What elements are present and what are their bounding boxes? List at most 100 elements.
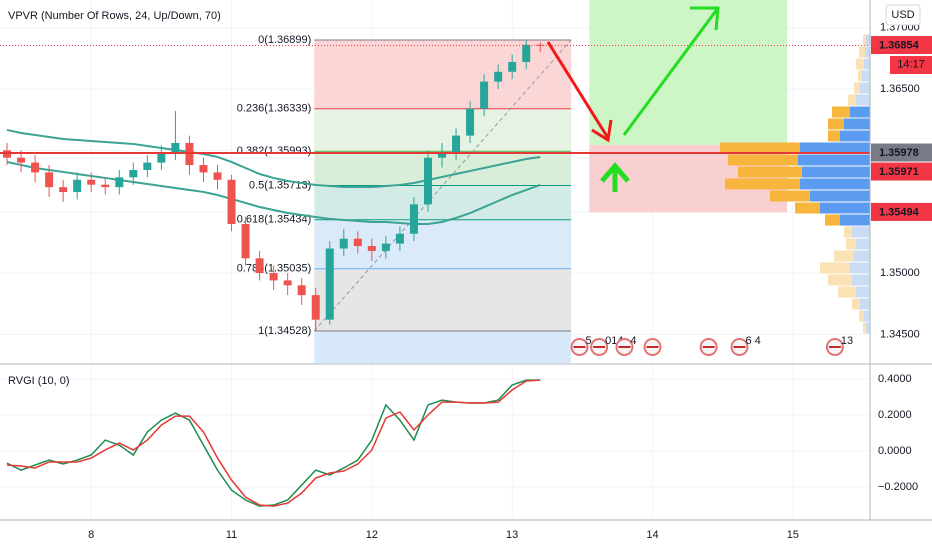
y-tick-label: 0.4000 xyxy=(878,373,912,385)
price-label-box xyxy=(871,162,932,181)
profile-down xyxy=(832,106,850,118)
candle-body xyxy=(199,165,208,173)
moving-line xyxy=(6,128,541,189)
y-tick-label: 0.0000 xyxy=(878,445,912,457)
profile-down xyxy=(720,142,800,154)
profile-down xyxy=(846,238,856,250)
profile-down xyxy=(770,190,810,202)
profile-up xyxy=(820,202,870,214)
profile-down xyxy=(859,310,864,322)
candle-body xyxy=(466,108,475,136)
profile-up xyxy=(844,118,870,130)
profile-up xyxy=(850,106,870,118)
profile-up xyxy=(840,130,870,142)
event-label: 4 xyxy=(630,335,636,347)
profile-up xyxy=(864,310,870,322)
profile-up xyxy=(840,214,870,226)
red-arrow-head xyxy=(591,119,613,143)
green-up-arrow-head xyxy=(600,162,630,183)
profile-down xyxy=(828,274,852,286)
position-target xyxy=(589,0,788,145)
fib-label: 1(1.34528) xyxy=(258,325,311,337)
y-tick-label: 1.35000 xyxy=(880,267,920,279)
profile-down xyxy=(725,178,800,190)
fib-zone xyxy=(314,268,572,331)
candle-body xyxy=(522,44,531,62)
profile-up xyxy=(802,166,870,178)
candle-body xyxy=(480,81,489,109)
countdown: 14:17 xyxy=(897,58,925,70)
profile-down xyxy=(863,322,866,334)
profile-down xyxy=(848,94,856,106)
profile-down xyxy=(856,58,864,70)
green-arrow-head xyxy=(690,6,720,31)
candle-body xyxy=(423,157,432,205)
x-tick-label: 14 xyxy=(646,529,658,541)
profile-down xyxy=(820,262,850,274)
profile-up xyxy=(856,94,870,106)
event-label: 5 xyxy=(586,335,592,347)
candle-body xyxy=(381,243,390,251)
x-tick-label: 11 xyxy=(226,529,237,541)
profile-down xyxy=(728,154,798,166)
y-tick-label: 1.34500 xyxy=(880,328,920,340)
candle-body xyxy=(409,204,418,234)
candle-body xyxy=(143,162,152,170)
candle-body xyxy=(157,152,166,163)
profile-up xyxy=(866,322,870,334)
profile-up xyxy=(862,70,870,82)
red-arrow xyxy=(546,41,610,139)
indicator-pane xyxy=(0,365,870,520)
profile-down xyxy=(852,298,860,310)
indicator-title: RVGI (10, 0) xyxy=(8,375,70,387)
profile-down xyxy=(795,202,820,214)
profile-up xyxy=(866,34,870,46)
candle-body xyxy=(31,162,40,173)
profile-down xyxy=(838,286,856,298)
x-tick-label: 15 xyxy=(787,529,799,541)
profile-down xyxy=(854,82,860,94)
candle-body xyxy=(255,258,264,274)
fib-label: 0(1.36899) xyxy=(258,34,311,46)
candle-body xyxy=(269,273,278,281)
candle-body xyxy=(339,238,348,249)
price-label: 1.35978 xyxy=(879,147,919,159)
profile-up xyxy=(856,238,870,250)
currency: USD xyxy=(891,9,914,21)
candle-body xyxy=(129,169,138,178)
candle-body xyxy=(367,246,376,251)
profile-up xyxy=(798,154,870,166)
profile-up xyxy=(860,298,870,310)
price-label: 1.35494 xyxy=(879,206,920,218)
candle-body xyxy=(227,179,236,224)
candle-body xyxy=(213,172,222,180)
candle-body xyxy=(115,177,124,188)
x-tick-label: 13 xyxy=(506,529,518,541)
x-tick-label: 12 xyxy=(366,529,378,541)
profile-down xyxy=(834,250,854,262)
price-label-box xyxy=(871,143,932,162)
profile-up xyxy=(810,190,870,202)
green-arrow xyxy=(622,7,720,136)
x-tick-label: 8 xyxy=(88,529,94,541)
indicator-line xyxy=(6,379,541,507)
profile-up xyxy=(854,250,870,262)
profile-up xyxy=(800,178,870,190)
price-label-box xyxy=(871,202,932,221)
candle-body xyxy=(17,157,26,163)
fib-trend-line xyxy=(313,39,572,332)
profile-down xyxy=(738,166,802,178)
y-tick-label: −0.2000 xyxy=(878,481,918,493)
candle-body xyxy=(438,152,447,158)
y-tick-label: 0.2000 xyxy=(878,409,912,421)
profile-up xyxy=(800,142,870,154)
profile-up xyxy=(864,58,870,70)
candle-body xyxy=(325,248,334,320)
profile-down xyxy=(844,226,852,238)
profile-down xyxy=(825,214,840,226)
legend-text: VPVR (Number Of Rows, 24, Up/Down, 70) xyxy=(8,10,221,22)
fib-label: 0.236(1.36339) xyxy=(237,103,312,115)
price-label: 1.36854 xyxy=(879,39,920,51)
profile-up xyxy=(856,286,870,298)
candle-body xyxy=(87,179,96,185)
